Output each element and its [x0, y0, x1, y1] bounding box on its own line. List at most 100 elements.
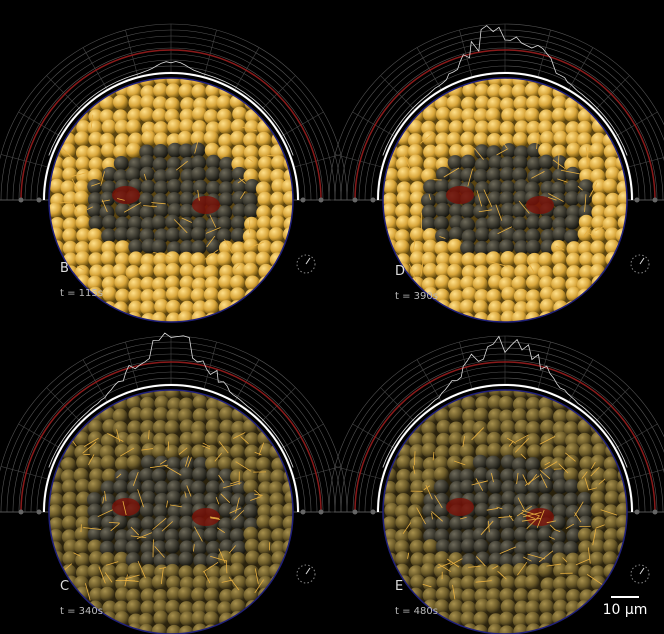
- sphere: [578, 214, 594, 230]
- grid-spoke: [82, 47, 108, 90]
- sphere: [577, 419, 593, 435]
- sphere: [576, 625, 592, 634]
- sphere: [165, 251, 181, 267]
- force-line: [462, 435, 465, 447]
- sphere: [49, 504, 63, 520]
- force-line: [71, 172, 87, 177]
- sphere: [101, 515, 117, 531]
- force-line: [104, 572, 113, 583]
- force-line: [234, 263, 241, 269]
- sphere: [179, 203, 195, 219]
- sphere: [192, 575, 208, 591]
- sphere: [139, 154, 155, 170]
- sphere: [218, 480, 234, 496]
- force-line: [526, 260, 535, 274]
- sphere: [258, 168, 274, 184]
- axis-dot: [300, 197, 306, 203]
- axis-dot: [36, 509, 42, 515]
- force-line: [194, 526, 203, 542]
- sphere: [488, 540, 504, 556]
- sphere: [74, 539, 90, 555]
- sphere: [435, 262, 451, 278]
- sphere: [257, 539, 273, 555]
- sphere: [564, 179, 580, 195]
- sphere: [525, 228, 541, 244]
- sphere: [177, 310, 193, 322]
- sphere: [461, 252, 477, 268]
- sphere: [577, 504, 593, 520]
- sphere: [87, 179, 103, 195]
- sphere: [152, 108, 168, 124]
- sphere: [203, 299, 219, 315]
- sphere: [579, 251, 595, 267]
- axis-dot: [352, 197, 358, 203]
- sphere: [242, 624, 258, 634]
- sphere: [462, 409, 478, 425]
- sphere: [112, 408, 128, 424]
- sphere: [565, 131, 581, 147]
- sphere: [217, 313, 233, 322]
- sphere: [552, 576, 568, 592]
- sphere: [179, 118, 195, 134]
- sphere: [231, 624, 247, 634]
- sphere: [564, 214, 580, 230]
- sphere: [423, 156, 439, 172]
- sphere: [140, 396, 156, 412]
- sphere: [513, 493, 529, 509]
- sphere: [141, 490, 157, 506]
- force-line: [575, 558, 590, 566]
- sphere: [164, 420, 180, 436]
- sphere: [448, 406, 464, 422]
- sphere: [487, 503, 503, 519]
- sphere: [75, 145, 91, 161]
- sphere: [154, 299, 170, 315]
- sphere: [203, 287, 219, 303]
- sphere: [525, 529, 541, 545]
- force-line: [110, 523, 120, 532]
- sphere: [551, 251, 567, 267]
- sphere: [204, 600, 220, 616]
- sphere: [590, 240, 606, 256]
- sphere: [383, 622, 399, 634]
- sphere: [435, 622, 451, 634]
- force-line: [432, 451, 435, 461]
- force-line: [202, 445, 211, 450]
- sphere: [446, 132, 462, 148]
- force-line: [185, 455, 189, 467]
- sphere: [579, 456, 595, 472]
- sphere: [153, 589, 169, 605]
- sphere: [178, 143, 194, 159]
- sphere: [283, 287, 293, 303]
- sphere: [475, 120, 491, 136]
- sphere: [407, 300, 423, 316]
- sphere: [179, 515, 195, 531]
- sphere: [475, 598, 491, 614]
- sphere: [152, 503, 168, 519]
- force-line: [590, 461, 596, 470]
- sphere: [538, 562, 554, 578]
- sphere: [192, 564, 208, 580]
- sphere: [396, 622, 412, 634]
- force-line: [536, 509, 545, 528]
- sphere: [179, 263, 195, 279]
- sphere: [472, 454, 488, 470]
- sphere: [282, 539, 293, 555]
- sphere: [538, 215, 554, 231]
- sphere: [269, 215, 285, 231]
- force-line: [416, 507, 426, 525]
- sphere: [616, 180, 627, 196]
- sphere: [448, 120, 464, 136]
- sphere: [177, 586, 193, 602]
- sphere: [500, 180, 516, 196]
- sphere: [474, 157, 490, 173]
- sphere: [178, 397, 194, 413]
- sphere: [115, 562, 131, 578]
- force-line: [431, 512, 433, 520]
- sphere: [526, 408, 542, 424]
- sphere: [513, 95, 529, 111]
- sphere: [383, 203, 398, 219]
- sphere: [219, 156, 235, 172]
- force-line: [539, 436, 556, 445]
- sphere: [383, 179, 398, 195]
- sphere: [139, 502, 155, 518]
